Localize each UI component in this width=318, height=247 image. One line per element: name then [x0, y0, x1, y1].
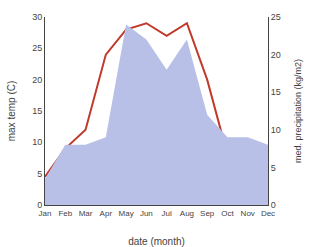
svg-text:0: 0	[37, 200, 42, 210]
svg-text:10: 10	[271, 125, 281, 135]
svg-text:15: 15	[32, 106, 42, 116]
svg-text:25: 25	[271, 12, 281, 22]
svg-text:Mar: Mar	[79, 209, 93, 218]
svg-text:date (month): date (month)	[128, 236, 185, 247]
svg-text:Jan: Jan	[39, 209, 52, 218]
svg-text:Sep: Sep	[200, 209, 215, 218]
svg-text:25: 25	[32, 43, 42, 53]
svg-text:Apr: Apr	[100, 209, 113, 218]
svg-text:5: 5	[271, 163, 276, 173]
svg-text:30: 30	[32, 12, 42, 22]
svg-text:20: 20	[32, 75, 42, 85]
svg-text:Nov: Nov	[241, 209, 255, 218]
svg-text:Oct: Oct	[221, 209, 234, 218]
svg-text:15: 15	[271, 87, 281, 97]
svg-text:Aug: Aug	[180, 209, 194, 218]
svg-text:Jul: Jul	[162, 209, 172, 218]
svg-text:med. precipitation (kg/m2): med. precipitation (kg/m2)	[293, 59, 303, 163]
svg-text:Dec: Dec	[261, 209, 275, 218]
svg-text:0: 0	[271, 200, 276, 210]
svg-text:5: 5	[37, 169, 42, 179]
svg-text:Feb: Feb	[58, 209, 72, 218]
svg-text:max temp (C): max temp (C)	[6, 81, 17, 142]
svg-text:20: 20	[271, 50, 281, 60]
svg-text:May: May	[119, 209, 134, 218]
svg-text:10: 10	[32, 137, 42, 147]
svg-text:Jun: Jun	[140, 209, 153, 218]
